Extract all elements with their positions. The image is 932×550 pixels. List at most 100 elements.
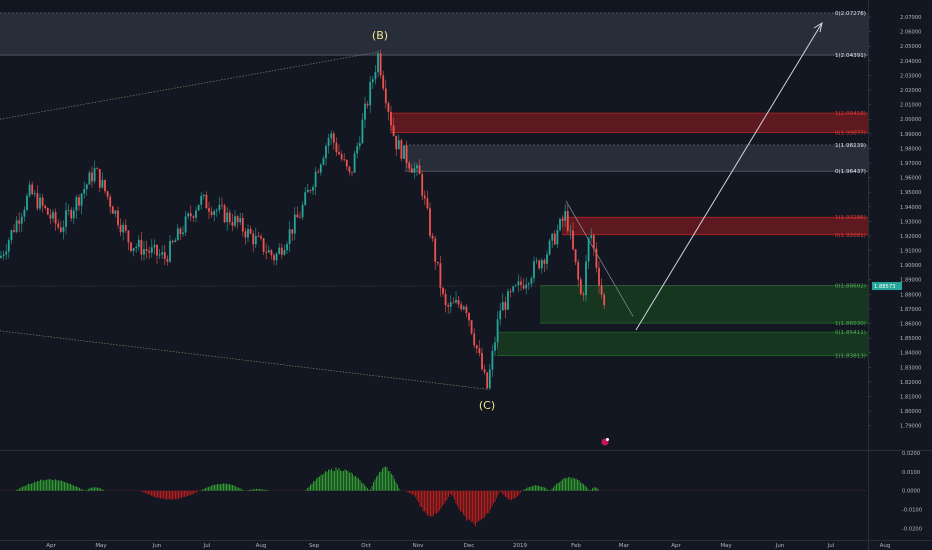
candle-body (449, 302, 452, 307)
candle-body (223, 205, 226, 223)
candle-body (226, 212, 229, 223)
candle-body (314, 171, 317, 188)
candle-body (390, 112, 392, 126)
candle-body (192, 216, 195, 218)
candle-body (301, 204, 304, 218)
price-tick-label: 1.84000 (900, 351, 921, 357)
candle-body (275, 253, 278, 261)
candle-body (319, 164, 322, 173)
candle-body (257, 235, 260, 237)
candle-body (447, 305, 450, 307)
candle-body (215, 210, 218, 212)
candle-body (132, 248, 135, 251)
candle-body (481, 353, 483, 370)
candle-body (322, 158, 325, 165)
candle-body (96, 168, 99, 170)
candle-body (540, 260, 543, 269)
candle-body (52, 212, 54, 219)
candle-body (228, 212, 231, 223)
candle-body (470, 320, 473, 334)
candle-body (239, 218, 242, 223)
candle-body (436, 261, 439, 264)
candle-body (444, 293, 447, 306)
price-tick-label: 2.03000 (900, 73, 921, 79)
candle-body (304, 192, 307, 205)
candle-body (351, 171, 353, 173)
candle-body (195, 210, 197, 218)
time-tick-label: Mar (619, 543, 630, 549)
candle-body (213, 211, 216, 215)
candle-body (62, 227, 65, 232)
time-tick-label: Apr (671, 543, 681, 549)
candle-body (153, 244, 156, 248)
candle-body (18, 220, 21, 224)
candle-body (184, 216, 187, 233)
candle-body (332, 133, 335, 143)
candle-body (582, 293, 585, 296)
projection-layer[interactable] (635, 21, 823, 331)
candle-body (553, 233, 556, 245)
candle-body (182, 232, 184, 235)
candle-body (296, 214, 299, 218)
price-axis[interactable]: 2.07000 2.06000 2.05000 2.04000 2.03000 2.020… (868, 15, 921, 430)
zone-gray (0, 12, 868, 56)
candle-body (535, 260, 538, 262)
candle-body (122, 224, 125, 233)
candle-body (36, 193, 39, 209)
price-tick-label: 2.07000 (900, 15, 921, 21)
candle-body (200, 195, 203, 205)
candle-body (590, 235, 593, 239)
time-tick-label: Aug (256, 543, 267, 549)
candle-body (561, 218, 564, 221)
projection-arrow-line (635, 22, 823, 331)
candle-body (460, 304, 463, 310)
time-tick-label: 2019 (513, 543, 527, 549)
alert-icon[interactable] (601, 438, 610, 446)
candle-body (395, 135, 398, 150)
candle-body (130, 242, 132, 251)
time-tick-label: Dec (464, 543, 475, 549)
candle-body (169, 240, 171, 262)
candle-body (117, 210, 119, 226)
candle-body (405, 145, 408, 163)
candle-body (249, 228, 252, 234)
zone-label: 0(1.99077) (835, 131, 866, 137)
candle-body (15, 220, 18, 232)
candle-body (33, 193, 36, 195)
zone-label: 0(1.88602) (835, 284, 866, 290)
candle-body (109, 196, 112, 207)
time-tick-label: May (720, 543, 732, 549)
candle-body (91, 172, 93, 182)
candle-body (527, 283, 530, 285)
candle-body (429, 208, 431, 236)
candle-body (369, 82, 372, 106)
candle-body (49, 214, 52, 219)
candle-body (270, 250, 273, 256)
candle-body (431, 235, 434, 239)
price-tick-label: 2.00000 (900, 117, 921, 123)
candle-body (104, 179, 106, 192)
trendline-channel (565, 200, 634, 317)
zone-label: 0(1.96437) (835, 169, 866, 175)
price-tick-label: 2.02000 (900, 88, 921, 94)
time-axis[interactable]: Apr May Jun Jul Aug Sep Oct Nov Dec 2019 Feb Mar Apr… (46, 543, 890, 549)
candle-body (410, 168, 413, 173)
candle-body (31, 184, 34, 195)
candle-body (41, 197, 44, 206)
wave-label: (B) (372, 29, 388, 42)
candle-body (551, 233, 554, 241)
candle-body (403, 145, 405, 159)
price-tick-label: 2.04000 (900, 59, 921, 65)
time-tick-label: Nov (413, 543, 424, 549)
candle-body (88, 172, 91, 185)
candle-body (574, 249, 577, 263)
candle-body (382, 75, 385, 89)
candle-body (221, 204, 223, 206)
candle-body (312, 187, 314, 191)
candle-body (80, 193, 83, 206)
time-tick-label: Feb (571, 543, 581, 549)
candle-body (603, 294, 606, 306)
candle-body (179, 228, 182, 235)
candle-body (345, 159, 348, 167)
